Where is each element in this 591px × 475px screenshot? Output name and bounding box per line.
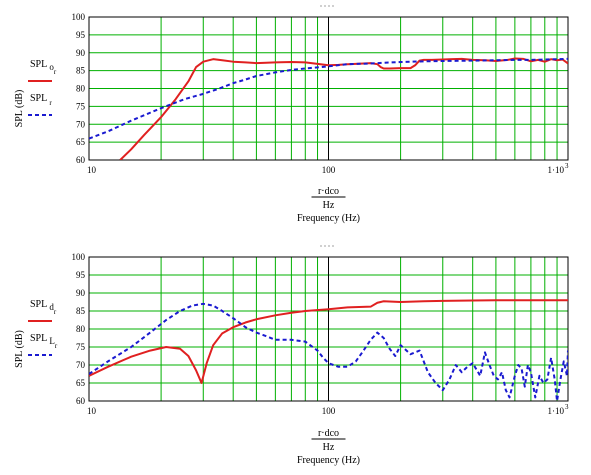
legend-label: SPL r (30, 93, 52, 107)
y-tick-label: 80 (76, 324, 86, 334)
y-tick-label: 65 (76, 378, 86, 388)
y-tick-label: 75 (76, 342, 86, 352)
plot-frame (88, 256, 569, 402)
x-tick-exponent: 3 (565, 162, 569, 170)
grid (89, 257, 568, 401)
x-axis-fraction-denominator: Hz (323, 200, 335, 211)
series-group (89, 57, 568, 160)
grid (89, 17, 568, 160)
series-line-0 (119, 57, 568, 160)
plot-frame (88, 16, 569, 161)
x-tick-label: 1·10 (548, 406, 565, 416)
legend-label: SPL or (30, 59, 57, 76)
y-tick-label: 90 (76, 48, 86, 58)
y-tick-label: 60 (76, 155, 86, 165)
x-tick-label: 100 (322, 406, 336, 416)
x-tick-label: 100 (322, 165, 336, 175)
x-axis-fraction-numerator: r·dco (318, 428, 339, 439)
y-tick-label: 70 (76, 119, 86, 129)
series-group (89, 299, 568, 401)
x-axis-fraction-numerator: r·dco (318, 186, 339, 197)
series-line-1 (89, 57, 568, 140)
y-tick-label: 75 (76, 101, 86, 111)
y-tick-label: 60 (76, 396, 86, 406)
y-tick-label: 80 (76, 84, 86, 94)
x-tick-label: 10 (87, 406, 97, 416)
y-axis-label: SPL (dB) (14, 90, 25, 128)
y-tick-label: 70 (76, 360, 86, 370)
y-tick-label: 90 (76, 288, 86, 298)
x-tick-label: 10 (87, 165, 97, 175)
y-axis-label: SPL (dB) (14, 330, 25, 368)
y-tick-label: 85 (76, 66, 86, 76)
chart-top: 60 65 70 75 80 85 90 95 100 10 100 1·10 3 SPL (dB) r·d… (14, 5, 569, 224)
legend-label: SPL dr (30, 299, 57, 316)
legend-label: SPL Lr (30, 333, 58, 350)
y-tick-label: 100 (72, 252, 86, 262)
x-axis-label: Frequency (Hz) (297, 213, 360, 224)
x-axis-fraction-denominator: Hz (323, 442, 335, 453)
chart-bottom: 60 65 70 75 80 85 90 95 100 10 100 1·10 3 SPL (dB) r·d… (14, 245, 569, 466)
y-tick-label: 95 (76, 30, 86, 40)
x-tick-label: 1·10 (548, 165, 565, 175)
x-axis-label: Frequency (Hz) (297, 455, 360, 466)
y-tick-label: 85 (76, 306, 86, 316)
y-tick-label: 95 (76, 270, 86, 280)
y-tick-label: 100 (72, 12, 86, 22)
x-tick-exponent: 3 (565, 403, 569, 411)
series-line-0 (89, 299, 568, 384)
y-tick-label: 65 (76, 137, 86, 147)
